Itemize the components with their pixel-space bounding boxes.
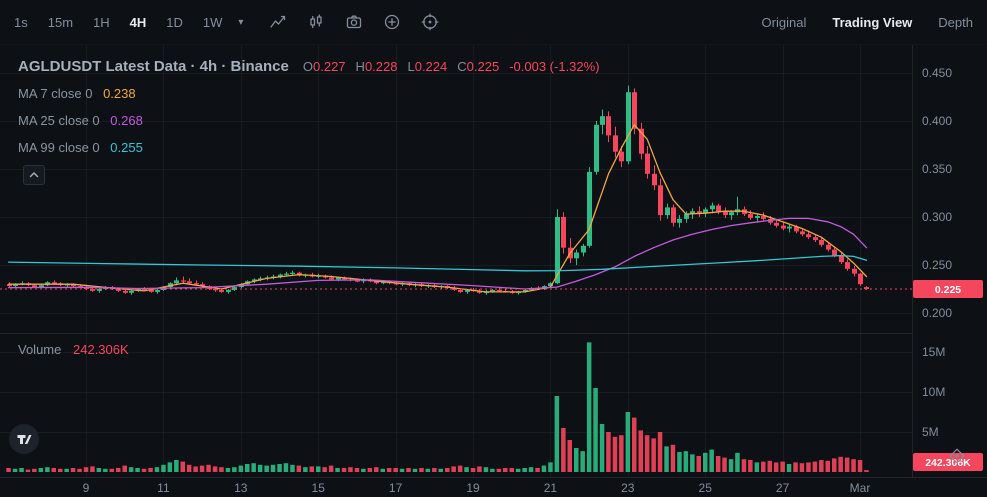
symbol-title: AGLDUSDT Latest Data · 4h · Binance (18, 58, 289, 75)
ohlc-readout: O0.227 H0.228 L0.224 C0.225 -0.003 (-1.3… (303, 59, 600, 74)
timeframe-button-1h[interactable]: 1H (93, 14, 110, 30)
ma25-value: 0.268 (110, 113, 143, 128)
svg-text:0.225: 0.225 (935, 284, 961, 296)
view-option-depth[interactable]: Depth (938, 14, 973, 30)
chart-area: 0.225 242.306K 0.450 0.400 0.350 0.300 0.250 0.… (0, 45, 987, 497)
time-axis[interactable]: 9 11 13 15 17 19 21 23 25 27 Mar (83, 481, 871, 495)
timeframe-button-1w[interactable]: 1W (202, 14, 223, 30)
svg-text:10M: 10M (922, 385, 945, 399)
svg-text:5M: 5M (922, 425, 939, 439)
timeframe-button-1s[interactable]: 1s (14, 14, 28, 30)
svg-text:0.400: 0.400 (922, 114, 952, 128)
ma7-label: MA 7 close 0 (18, 86, 93, 101)
svg-text:15M: 15M (922, 345, 945, 359)
svg-text:9: 9 (83, 481, 90, 495)
svg-text:15: 15 (312, 481, 326, 495)
line-chart-icon[interactable] (269, 13, 287, 31)
ma99-legend: MA 99 close 0 0.255 (18, 140, 143, 155)
collapse-indicators-button[interactable] (23, 165, 45, 185)
volume-bars (6, 342, 869, 472)
svg-text:0.250: 0.250 (922, 258, 952, 272)
camera-icon[interactable] (345, 13, 363, 31)
timeframe-button-4h[interactable]: 4H (129, 14, 147, 30)
toolbar-icons (269, 13, 439, 31)
svg-text:25: 25 (699, 481, 713, 495)
volume-value: 242.306K (73, 342, 129, 357)
ma-line-7 (7, 124, 868, 293)
svg-text:0.300: 0.300 (922, 210, 952, 224)
ohlc-close: C0.225 (457, 59, 500, 74)
tradingview-mark-icon (17, 435, 32, 444)
tradingview-logo[interactable] (9, 424, 39, 454)
price-axis[interactable]: 0.450 0.400 0.350 0.300 0.250 0.200 15M 10M 5M (922, 66, 952, 439)
timeframe-dropdown-caret-icon[interactable]: ▾ (238, 16, 244, 28)
svg-text:19: 19 (466, 481, 480, 495)
svg-text:17: 17 (389, 481, 403, 495)
view-option-original[interactable]: Original (761, 14, 807, 30)
ohlc-change: -0.003 (-1.32%) (509, 59, 600, 74)
svg-text:27: 27 (776, 481, 790, 495)
volume-legend: Volume 242.306K (18, 342, 129, 357)
view-mode-group: Original Trading View Depth (762, 15, 973, 30)
chart-toolbar: 1s 15m 1H 4H 1D 1W ▾ Or (0, 0, 987, 45)
svg-text:0.200: 0.200 (922, 306, 952, 320)
svg-text:Mar: Mar (850, 481, 871, 495)
target-settings-icon[interactable] (421, 13, 439, 31)
svg-text:23: 23 (621, 481, 635, 495)
view-option-trading-view[interactable]: Trading View (832, 14, 913, 30)
ohlc-low: L0.224 (407, 59, 448, 74)
add-circle-icon[interactable] (383, 13, 401, 31)
current-price-tag: 0.225 (913, 280, 983, 298)
timeframe-button-15m[interactable]: 15m (47, 14, 74, 30)
ma-line-99 (7, 254, 868, 272)
ohlc-open: O0.227 (302, 59, 346, 74)
ma7-value: 0.238 (103, 86, 136, 101)
svg-text:0.350: 0.350 (922, 162, 952, 176)
display-settings-icon[interactable] (947, 446, 967, 471)
chart-header: AGLDUSDT Latest Data · 4h · Binance O0.2… (18, 58, 600, 75)
chevron-up-icon (29, 171, 39, 178)
ma99-value: 0.255 (110, 140, 143, 155)
chart-canvas[interactable]: 0.225242.306K0.4500.4000.3500.3000.2500.… (0, 45, 987, 497)
ohlc-high: H0.228 (355, 59, 398, 74)
candles-style-icon[interactable] (307, 13, 325, 31)
timeframe-button-1d[interactable]: 1D (166, 14, 183, 30)
svg-text:21: 21 (544, 481, 558, 495)
timeframe-group: 1s 15m 1H 4H 1D 1W ▾ (14, 15, 243, 30)
ma25-legend: MA 25 close 0 0.268 (18, 113, 143, 128)
svg-text:11: 11 (157, 481, 170, 495)
svg-text:0.450: 0.450 (922, 66, 952, 80)
ma25-label: MA 25 close 0 (18, 113, 100, 128)
ma99-label: MA 99 close 0 (18, 140, 100, 155)
ma-line-25 (7, 217, 868, 290)
volume-label: Volume (18, 342, 62, 357)
ma7-legend: MA 7 close 0 0.238 (18, 86, 136, 101)
svg-text:13: 13 (234, 481, 248, 495)
grid-lines (0, 45, 987, 478)
